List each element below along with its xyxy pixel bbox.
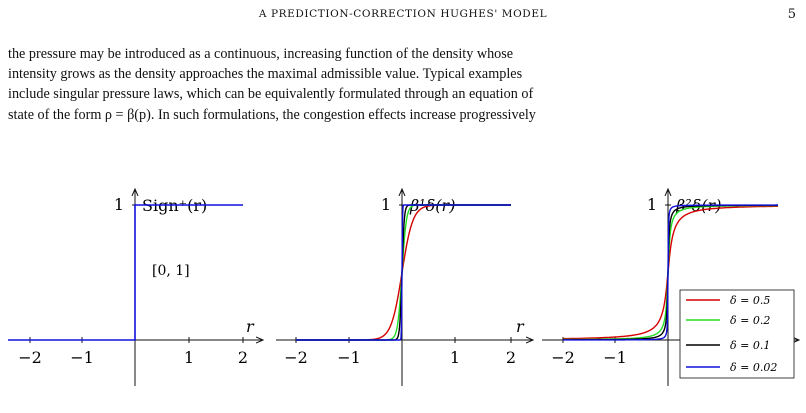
figure-three-panels: −2 −1 1 2 1 r Sign⁺(r) [0, 1] −2 −1 1 2 … — [8, 180, 806, 386]
axis-xlabel: r — [246, 317, 255, 336]
tick-label: −1 — [337, 348, 361, 367]
beta1-curve — [296, 204, 511, 341]
legend-label: δ = 0.2 — [730, 314, 770, 327]
beta2-curve — [562, 205, 778, 340]
x-ticks — [562, 204, 671, 343]
legend-box — [679, 289, 795, 379]
panel-sign-plus: −2 −1 1 2 1 r Sign⁺(r) [0, 1] — [8, 190, 262, 386]
tick-label: 2 — [506, 348, 516, 367]
tick-label: 1 — [184, 348, 194, 367]
tick-label: −2 — [284, 348, 308, 367]
beta2-curve — [563, 204, 778, 341]
body-line: include singular pressure laws, which ca… — [8, 86, 534, 103]
body-line: state of the form ρ = β(p). In such form… — [8, 106, 536, 123]
y-tick-label: 1 — [381, 195, 391, 214]
tick-label: −1 — [603, 348, 627, 367]
tick-label: 1 — [450, 348, 460, 367]
tick-label: −2 — [551, 348, 575, 367]
curves-beta1 — [296, 204, 511, 341]
page-header: A PREDICTION-CORRECTION HUGHES' MODEL 5 — [0, 6, 806, 24]
y-tick-label: 1 — [114, 195, 124, 214]
series-sign-plus — [8, 204, 243, 341]
tick-label: −2 — [18, 348, 42, 367]
panel-beta1: −2 −1 1 2 1 r β¹δ(r) — [276, 190, 532, 386]
legend: δ = 0.5 δ = 0.2 δ = 0.1 δ = 0.02 — [679, 289, 795, 379]
interval-annotation: [0, 1] — [152, 263, 190, 279]
page-number: 5 — [787, 7, 796, 22]
legend-label: δ = 0.1 — [730, 339, 770, 352]
legend-label: δ = 0.5 — [730, 294, 770, 307]
running-title: A PREDICTION-CORRECTION HUGHES' MODEL — [258, 8, 548, 20]
curves-beta2 — [562, 204, 779, 341]
x-ticks — [29, 204, 244, 343]
body-line: intensity grows as the density approache… — [8, 66, 523, 83]
legend-label: δ = 0.02 — [730, 361, 777, 374]
axis-xlabel: r — [516, 317, 525, 336]
body-line: the pressure may be introduced as a cont… — [8, 46, 514, 62]
tick-label: −1 — [70, 348, 94, 367]
beta1-curve — [296, 204, 511, 341]
tick-label: 2 — [238, 348, 248, 367]
y-tick-label: 1 — [647, 195, 657, 214]
panel-beta2: −2 −1 1 β²δ(r) δ = 0.5 δ = 0.2 δ = 0.1 δ… — [542, 190, 798, 386]
body-paragraph: the pressure may be introduced as a cont… — [8, 44, 800, 125]
